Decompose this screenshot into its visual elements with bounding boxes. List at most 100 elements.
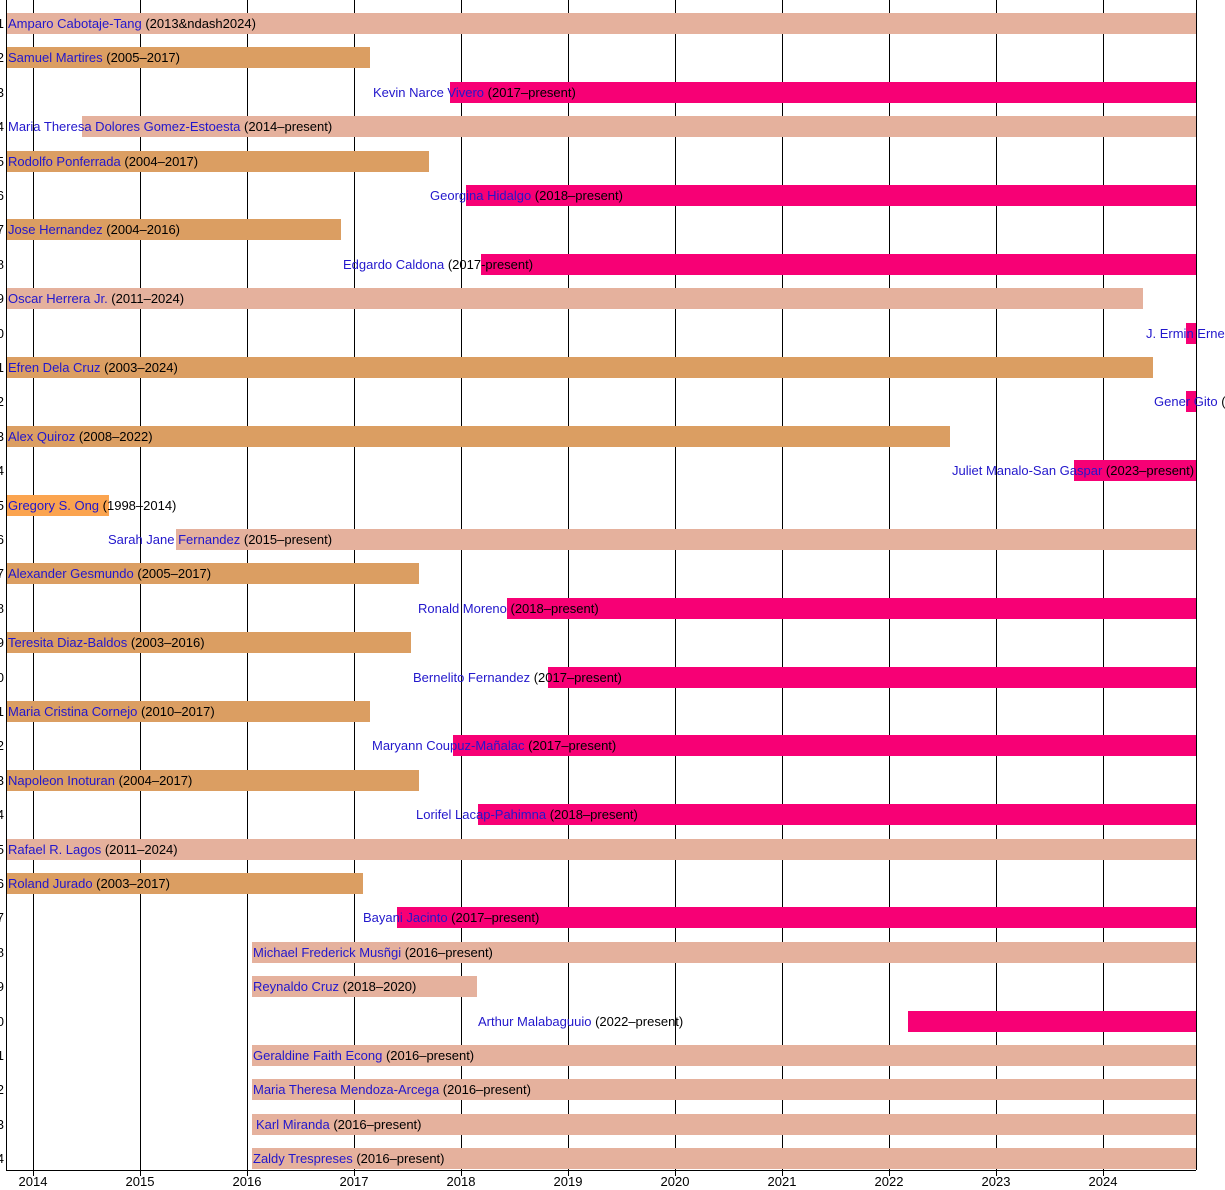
tenure-dates: (2014–present) xyxy=(240,119,333,134)
row-number-3: 3 xyxy=(0,85,4,100)
tenure-label-2: Samuel Martires (2005–2017) xyxy=(8,47,180,68)
row-number-13: 13 xyxy=(0,429,4,444)
tenure-label-34: Zaldy Trespreses (2016–present) xyxy=(253,1148,444,1169)
justice-name-link[interactable]: Samuel Martires xyxy=(8,50,103,65)
tenure-bar-26 xyxy=(7,873,363,894)
tenure-dates: (2003–2017) xyxy=(92,876,170,891)
justice-name-link[interactable]: Napoleon Inoturan xyxy=(8,773,115,788)
tenure-dates: (2018–2020) xyxy=(339,979,417,994)
row-number-10: 10 xyxy=(0,326,4,341)
tenure-label-18: Ronald Moreno (2018–present) xyxy=(418,598,599,619)
justice-name-link[interactable]: Rodolfo Ponferrada xyxy=(8,154,121,169)
justice-name-link[interactable]: Arthur Malabaguuio xyxy=(478,1014,592,1029)
tenure-bar-28 xyxy=(252,942,1196,963)
tenure-dates: (2016–present) xyxy=(382,1048,475,1063)
tenure-label-27: Bayani Jacinto (2017–present) xyxy=(363,907,539,928)
justice-name-link[interactable]: Gregory S. Ong xyxy=(8,498,100,513)
justice-name-link[interactable]: Alexander Gesmundo xyxy=(8,566,134,581)
justice-name-link[interactable]: Reynaldo Cruz xyxy=(253,979,339,994)
justice-name-link[interactable]: Kevin Narce Vivero xyxy=(373,85,485,100)
tenure-bar-29 xyxy=(252,976,477,997)
justice-name-link[interactable]: Ronald Moreno xyxy=(418,601,507,616)
justice-name-link[interactable]: Edgardo Caldona xyxy=(343,257,445,272)
year-gridline-2024 xyxy=(1103,0,1104,1176)
tenure-dates: (2004–2017) xyxy=(114,773,193,788)
tenure-bar-14 xyxy=(1074,460,1196,481)
tenure-dates: (2003–2024) xyxy=(100,360,178,375)
row-number-11: 11 xyxy=(0,360,4,375)
row-number-5: 5 xyxy=(0,154,4,169)
tenure-bar-32 xyxy=(252,1079,1196,1100)
tenure-bar-30 xyxy=(908,1011,1196,1032)
year-gridline-2015 xyxy=(140,0,141,1176)
tenure-dates: (2015–present) xyxy=(240,532,333,547)
tenure-label-24: Lorifel Lacap-Pahimna (2018–present) xyxy=(416,804,638,825)
tenure-label-3: Kevin Narce Vivero (2017–present) xyxy=(373,82,576,103)
tenure-bar-8 xyxy=(481,254,1196,275)
justice-name-link[interactable]: Juliet Manalo-San Gaspar xyxy=(952,463,1103,478)
justice-name-link[interactable]: Rafael R. Lagos xyxy=(8,842,102,857)
year-gridline-2020 xyxy=(675,0,676,1176)
justice-name-link[interactable]: Jose Hernandez xyxy=(8,222,103,237)
tenure-dates: (2008–2022) xyxy=(75,429,153,444)
tenure-bar-22 xyxy=(453,735,1196,756)
axis-baseline xyxy=(6,1170,1196,1171)
row-number-17: 17 xyxy=(0,566,4,581)
justice-name-link[interactable]: Alex Quiroz xyxy=(8,429,76,444)
row-number-8: 8 xyxy=(0,257,4,272)
tenure-dates: (2013&ndash2024) xyxy=(141,16,256,31)
justice-name-link[interactable]: Maryann Coupuz-Mañalac xyxy=(372,738,525,753)
row-number-1: 1 xyxy=(0,16,4,31)
tenure-label-30: Arthur Malabaguuio (2022–present) xyxy=(478,1011,683,1032)
justice-name-link[interactable]: Gener Gito xyxy=(1154,394,1218,409)
justice-name-link[interactable]: Maria Cristina Cornejo xyxy=(8,704,138,719)
axis-year-label-2021: 2021 xyxy=(767,1174,797,1189)
tenure-dates: (2010–2017) xyxy=(137,704,215,719)
row-number-2: 2 xyxy=(0,50,4,65)
justice-name-link[interactable]: Roland Jurado xyxy=(8,876,93,891)
tenure-bar-17 xyxy=(7,563,419,584)
tenure-label-28: Michael Frederick Musñgi (2016–present) xyxy=(253,942,493,963)
tenure-label-11: Efren Dela Cruz (2003–2024) xyxy=(8,357,178,378)
year-gridline-2016 xyxy=(247,0,248,1176)
year-gridline-2021 xyxy=(782,0,783,1176)
tenure-dates: (2005–2017) xyxy=(133,566,212,581)
tenure-label-5: Rodolfo Ponferrada (2004–2017) xyxy=(8,151,198,172)
tenure-bar-24 xyxy=(478,804,1196,825)
tenure-bar-6 xyxy=(466,185,1196,206)
justice-name-link[interactable]: J. Ermin Ernest Lo xyxy=(1146,326,1225,341)
tenure-dates: (2003–2016) xyxy=(127,635,205,650)
row-number-28: 28 xyxy=(0,945,4,960)
justice-name-link[interactable]: Georgina Hidalgo xyxy=(430,188,532,203)
justice-name-link[interactable]: Maria Theresa Mendoza-Arcega xyxy=(253,1082,440,1097)
axis-year-label-2015: 2015 xyxy=(125,1174,155,1189)
justice-name-link[interactable]: Lorifel Lacap-Pahimna xyxy=(416,807,547,822)
justice-name-link[interactable]: Zaldy Trespreses xyxy=(253,1151,353,1166)
tenure-label-22: Maryann Coupuz-Mañalac (2017–present) xyxy=(372,735,616,756)
tenure-label-20: Bernelito Fernandez (2017–present) xyxy=(413,667,622,688)
justice-name-link[interactable]: Geraldine Faith Econg xyxy=(253,1048,383,1063)
justice-name-link[interactable]: Amparo Cabotaje-Tang xyxy=(8,16,142,31)
tenure-dates: (2016–present) xyxy=(401,945,493,960)
row-number-15: 15 xyxy=(0,498,4,513)
row-number-23: 23 xyxy=(0,773,4,788)
tenure-bar-23 xyxy=(7,770,419,791)
tenure-label-29: Reynaldo Cruz (2018–2020) xyxy=(253,976,416,997)
tenure-bar-11 xyxy=(7,357,1153,378)
justice-name-link[interactable]: Maria Theresa Dolores Gomez-Estoesta xyxy=(8,119,241,134)
justice-name-link[interactable]: Bernelito Fernandez xyxy=(413,670,531,685)
axis-year-label-2024: 2024 xyxy=(1088,1174,1118,1189)
axis-year-label-2016: 2016 xyxy=(232,1174,262,1189)
justice-name-link[interactable]: Sarah Jane Fernandez xyxy=(108,532,241,547)
plot-left-border xyxy=(6,0,7,1170)
tenure-dates: (2004–2017) xyxy=(120,154,199,169)
tenure-label-6: Georgina Hidalgo (2018–present) xyxy=(430,185,623,206)
justice-name-link[interactable]: Karl Miranda xyxy=(256,1117,330,1132)
justice-name-link[interactable]: Teresita Diaz-Baldos xyxy=(8,635,128,650)
justice-name-link[interactable]: Bayani Jacinto xyxy=(363,910,448,925)
justice-name-link[interactable]: Michael Frederick Musñgi xyxy=(253,945,402,960)
row-number-19: 19 xyxy=(0,635,4,650)
justice-name-link[interactable]: Efren Dela Cruz xyxy=(8,360,101,375)
tenure-bar-34 xyxy=(252,1148,1196,1169)
justice-name-link[interactable]: Oscar Herrera Jr. xyxy=(8,291,108,306)
